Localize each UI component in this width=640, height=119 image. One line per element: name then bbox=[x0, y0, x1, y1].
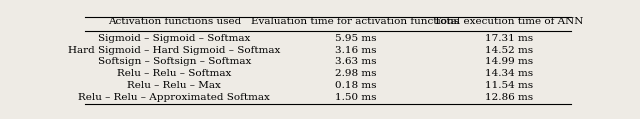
Text: Relu – Relu – Approximated Softmax: Relu – Relu – Approximated Softmax bbox=[78, 93, 270, 102]
Text: 1.50 ms: 1.50 ms bbox=[335, 93, 376, 102]
Text: 3.63 ms: 3.63 ms bbox=[335, 57, 376, 66]
Text: Relu – Relu – Softmax: Relu – Relu – Softmax bbox=[117, 69, 232, 78]
Text: Hard Sigmoid – Hard Sigmoid – Softmax: Hard Sigmoid – Hard Sigmoid – Softmax bbox=[68, 46, 280, 55]
Text: 14.34 ms: 14.34 ms bbox=[485, 69, 533, 78]
Text: Activation functions used: Activation functions used bbox=[108, 17, 241, 26]
Text: Relu – Relu – Max: Relu – Relu – Max bbox=[127, 81, 221, 90]
Text: 3.16 ms: 3.16 ms bbox=[335, 46, 376, 55]
Text: 17.31 ms: 17.31 ms bbox=[485, 34, 533, 43]
Text: Total execution time of ANN: Total execution time of ANN bbox=[435, 17, 584, 26]
Text: Sigmoid – Sigmoid – Softmax: Sigmoid – Sigmoid – Softmax bbox=[98, 34, 250, 43]
Text: 14.99 ms: 14.99 ms bbox=[485, 57, 533, 66]
Text: 5.95 ms: 5.95 ms bbox=[335, 34, 376, 43]
Text: 2.98 ms: 2.98 ms bbox=[335, 69, 376, 78]
Text: 12.86 ms: 12.86 ms bbox=[485, 93, 533, 102]
Text: Evaluation time for activation functions: Evaluation time for activation functions bbox=[252, 17, 460, 26]
Text: Softsign – Softsign – Softmax: Softsign – Softsign – Softmax bbox=[97, 57, 251, 66]
Text: 0.18 ms: 0.18 ms bbox=[335, 81, 376, 90]
Text: 11.54 ms: 11.54 ms bbox=[485, 81, 533, 90]
Text: 14.52 ms: 14.52 ms bbox=[485, 46, 533, 55]
